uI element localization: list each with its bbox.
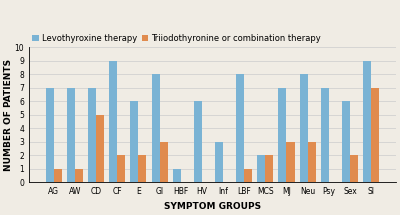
Bar <box>138 155 146 182</box>
Bar <box>173 169 181 182</box>
Bar <box>88 88 96 182</box>
Bar <box>54 169 62 182</box>
Bar <box>109 61 117 182</box>
Bar <box>265 155 273 182</box>
Bar <box>96 115 104 182</box>
Bar <box>194 101 202 182</box>
Bar <box>244 169 252 182</box>
Y-axis label: NUMBER OF PATIENTS: NUMBER OF PATIENTS <box>4 59 13 171</box>
Bar <box>286 142 294 182</box>
Bar <box>215 142 223 182</box>
Bar <box>321 88 329 182</box>
Bar <box>75 169 83 182</box>
Bar <box>371 88 379 182</box>
Legend: Levothyroxine therapy, Triiodothyronine or combination therapy: Levothyroxine therapy, Triiodothyronine … <box>29 30 324 46</box>
Bar <box>308 142 316 182</box>
Bar <box>67 88 75 182</box>
Bar <box>160 142 168 182</box>
Bar <box>278 88 286 182</box>
Bar <box>117 155 125 182</box>
Bar <box>257 155 265 182</box>
Bar <box>363 61 371 182</box>
Bar <box>300 74 308 182</box>
Bar <box>350 155 358 182</box>
Bar <box>46 88 54 182</box>
Bar <box>152 74 160 182</box>
Bar <box>130 101 138 182</box>
Bar <box>342 101 350 182</box>
X-axis label: SYMPTOM GROUPS: SYMPTOM GROUPS <box>164 202 261 211</box>
Bar <box>236 74 244 182</box>
